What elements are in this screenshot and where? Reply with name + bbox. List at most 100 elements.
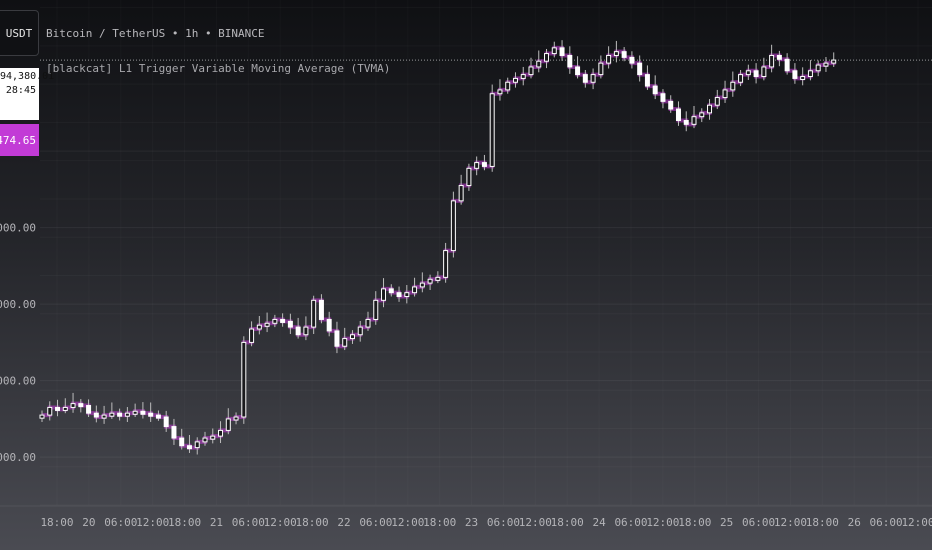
x-tick-label: 26 <box>848 516 861 529</box>
candle-body <box>815 64 821 72</box>
x-tick-label: 23 <box>465 516 478 529</box>
candle-body <box>225 418 231 431</box>
x-tick-label: 18:00 <box>296 516 329 529</box>
candle-body <box>544 53 550 62</box>
candle-body <box>489 93 495 167</box>
candle-body <box>761 66 767 78</box>
candle-body <box>474 162 480 169</box>
candle-body <box>722 89 728 99</box>
candle-body <box>637 62 643 76</box>
candle-body <box>194 441 200 449</box>
candle-body <box>86 405 92 414</box>
candle-body <box>497 89 503 95</box>
x-tick-label: 12:00 <box>391 516 424 529</box>
candle-body <box>241 341 247 418</box>
candle-body <box>606 54 612 64</box>
candle-body <box>745 70 751 76</box>
candle-body <box>39 414 45 419</box>
candle-body <box>559 47 565 56</box>
candle-body <box>419 282 425 288</box>
candle-body <box>575 66 581 76</box>
candle-body <box>582 74 588 83</box>
candle-body <box>109 412 115 417</box>
candle-body <box>140 410 146 415</box>
candle-body <box>404 292 410 297</box>
candle-body <box>660 93 666 102</box>
y-tick-label: 86,000.00 <box>0 375 36 388</box>
candle-body <box>272 318 278 324</box>
x-tick-label: 18:00 <box>678 516 711 529</box>
candle-body <box>699 112 705 118</box>
candle-body <box>249 328 255 343</box>
x-tick-label: 06:00 <box>232 516 265 529</box>
chart-title: Bitcoin / TetherUS • 1h • BINANCE <box>46 27 265 40</box>
candle-body <box>435 276 441 281</box>
candle-body <box>62 406 68 411</box>
candle-body <box>629 56 635 64</box>
candle-body <box>256 324 262 330</box>
candle-body <box>481 162 487 167</box>
candle-body <box>675 108 681 122</box>
candle-body <box>365 318 371 328</box>
x-tick-label: 12:00 <box>136 516 169 529</box>
candle-body <box>652 85 658 95</box>
candle-body <box>233 416 239 421</box>
candle-body <box>776 54 782 60</box>
symbol-badge[interactable]: USDT <box>0 10 39 56</box>
x-tick-label: 18:00 <box>40 516 73 529</box>
candle-body <box>528 66 534 76</box>
x-tick-label: 18:00 <box>806 516 839 529</box>
x-tick-label: 12:00 <box>519 516 552 529</box>
vma-value-badge: 94,474.65 <box>0 124 39 156</box>
candle-body <box>318 299 324 320</box>
candle-body <box>644 74 650 87</box>
candle-body <box>117 412 123 417</box>
candle-body <box>388 288 394 294</box>
candle-body <box>218 429 224 437</box>
candle-body <box>823 62 829 67</box>
candle-body <box>443 250 449 278</box>
candle-body <box>179 437 185 447</box>
candle-body <box>598 62 604 76</box>
candle-body <box>373 299 379 320</box>
x-tick-label: 06:00 <box>742 516 775 529</box>
candle-body <box>613 51 619 56</box>
x-tick-label: 22 <box>337 516 350 529</box>
candle-body <box>78 403 84 408</box>
symbol-badge-label: USDT <box>5 26 33 40</box>
x-tick-label: 18:00 <box>423 516 456 529</box>
candle-body <box>101 414 107 419</box>
candle-body <box>396 292 402 297</box>
x-tick-label: 18:00 <box>551 516 584 529</box>
x-tick-label: 06:00 <box>870 516 903 529</box>
x-tick-label: 06:00 <box>614 516 647 529</box>
candle-body <box>357 326 363 336</box>
candle-body <box>831 59 837 64</box>
candle-body <box>148 412 154 417</box>
x-tick-label: 25 <box>720 516 733 529</box>
candle-body <box>171 426 177 439</box>
candle-body <box>800 76 806 81</box>
x-tick-label: 24 <box>592 516 606 529</box>
candle-body <box>792 70 798 79</box>
candle-body <box>551 47 557 55</box>
candle-body <box>691 116 697 125</box>
x-tick-label: 20 <box>82 516 95 529</box>
candle-body <box>326 318 332 332</box>
candle-body <box>342 338 348 347</box>
candle-body <box>567 54 573 68</box>
candle-body <box>590 74 596 83</box>
last-price-badge: 94,380.01 28:45 <box>0 68 54 120</box>
candle-body <box>412 286 418 294</box>
candle-body <box>769 54 775 68</box>
x-tick-label: 12:00 <box>646 516 679 529</box>
candle-body <box>807 70 813 78</box>
candle-body <box>93 412 99 418</box>
candle-body <box>536 60 542 68</box>
candle-body <box>738 74 744 83</box>
candle-body <box>520 74 526 79</box>
candle-body <box>124 412 130 417</box>
candle-body <box>466 167 472 187</box>
candle-body <box>505 81 511 91</box>
